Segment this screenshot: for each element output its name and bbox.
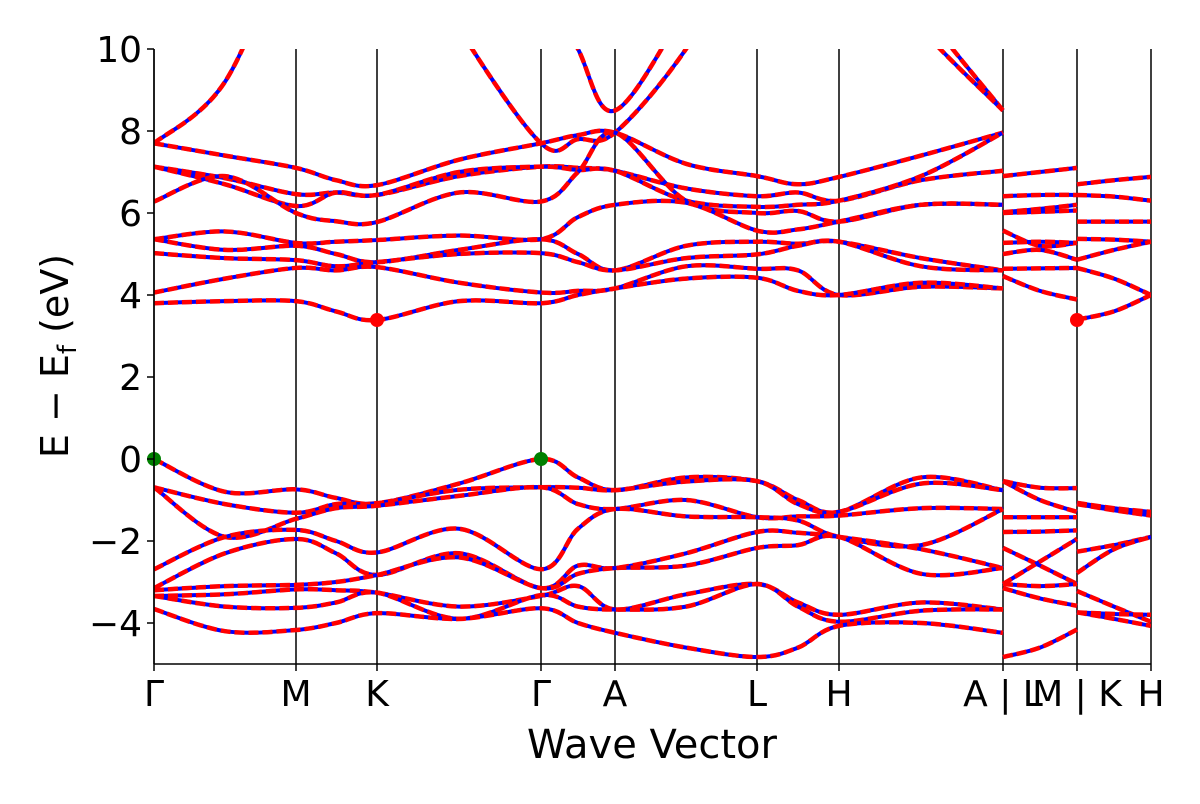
band-line [154,262,1004,298]
y-ticks: −4 −2 0 2 4 6 8 10 [89,30,154,645]
high-symmetry-lines [153,49,1152,664]
y-axis-label-unit: (eV) [33,254,77,345]
band-line [1075,534,1151,575]
band-line [1076,192,1151,203]
y-axis-label: E − Ef (eV) [33,254,83,458]
x-ticks: Γ M K Γ A L H A | LM | K H [144,664,1165,715]
band-line-secondary [154,49,1005,153]
vbm-marker [534,452,548,466]
cbm-marker [1070,313,1084,328]
band-line [154,274,1004,323]
band-line [1002,478,1078,491]
x-axis-label: Wave Vector [527,722,778,768]
band-line [1001,479,1078,515]
band-line [1076,174,1151,187]
band-line [154,49,1005,153]
band-line [1076,292,1151,322]
band-line [1002,627,1079,660]
band-line [1002,581,1078,589]
band-line [1002,585,1078,608]
x-tick-label: Γ [531,674,551,715]
y-tick-label: −2 [89,522,142,563]
y-tick-label: 4 [119,276,142,317]
band-line [154,528,1004,591]
band-line [1002,265,1078,272]
band-line [154,581,1004,625]
y-tick-label: 8 [119,112,142,153]
band-line [1076,236,1151,244]
band-line-secondary [1002,627,1078,659]
y-tick-label: −4 [89,604,142,645]
x-tick-label: M [280,674,311,715]
x-tick-label: M | K [1032,674,1123,715]
band-line [154,605,1004,660]
y-tick-label: 10 [96,30,142,71]
cbm-marker [370,313,384,328]
band-line [575,49,1005,114]
band-line [154,476,1004,516]
band-line-secondary [1076,266,1151,297]
x-tick-label: A | L [963,674,1043,715]
x-tick-label: H [825,674,852,715]
x-tick-label: Γ [144,674,164,715]
x-tick-label: A [603,674,628,715]
band-line [1076,501,1151,518]
band-line [1002,165,1078,179]
band-line [154,130,1004,227]
y-tick-label: 2 [119,358,142,399]
x-tick-label: L [747,674,767,715]
band-line [154,238,1004,273]
y-tick-label: 6 [119,194,142,235]
band-line-secondary [575,49,1005,114]
band-line [154,198,1004,246]
band-line [154,533,1004,593]
band-line [1002,239,1078,246]
x-tick-label: K [365,674,390,715]
band-line [154,128,1004,189]
band-line-secondary [1076,293,1151,322]
x-tick-label: H [1137,674,1164,715]
band-line-secondary [154,528,1004,591]
band-line [1002,528,1078,535]
y-tick-label: 0 [119,440,142,481]
band-line [1076,239,1151,262]
band-line [1002,545,1079,587]
band-line [1076,588,1151,624]
band-line [1002,274,1078,302]
band-line [1002,247,1078,262]
band-line [1002,228,1078,249]
y-axis-label-main: E − E [33,354,77,458]
band-line [154,581,1004,618]
y-axis-label-sub: f [53,344,83,354]
bands [154,49,1151,660]
band-line-secondary [1002,274,1078,302]
band-line-secondary [154,130,1004,227]
band-line [1076,534,1151,554]
band-line [154,484,1004,541]
band-line [1001,537,1079,586]
band-line [1002,192,1078,199]
band-line [1002,208,1078,216]
band-line [1076,265,1151,298]
band-line [1076,610,1151,629]
